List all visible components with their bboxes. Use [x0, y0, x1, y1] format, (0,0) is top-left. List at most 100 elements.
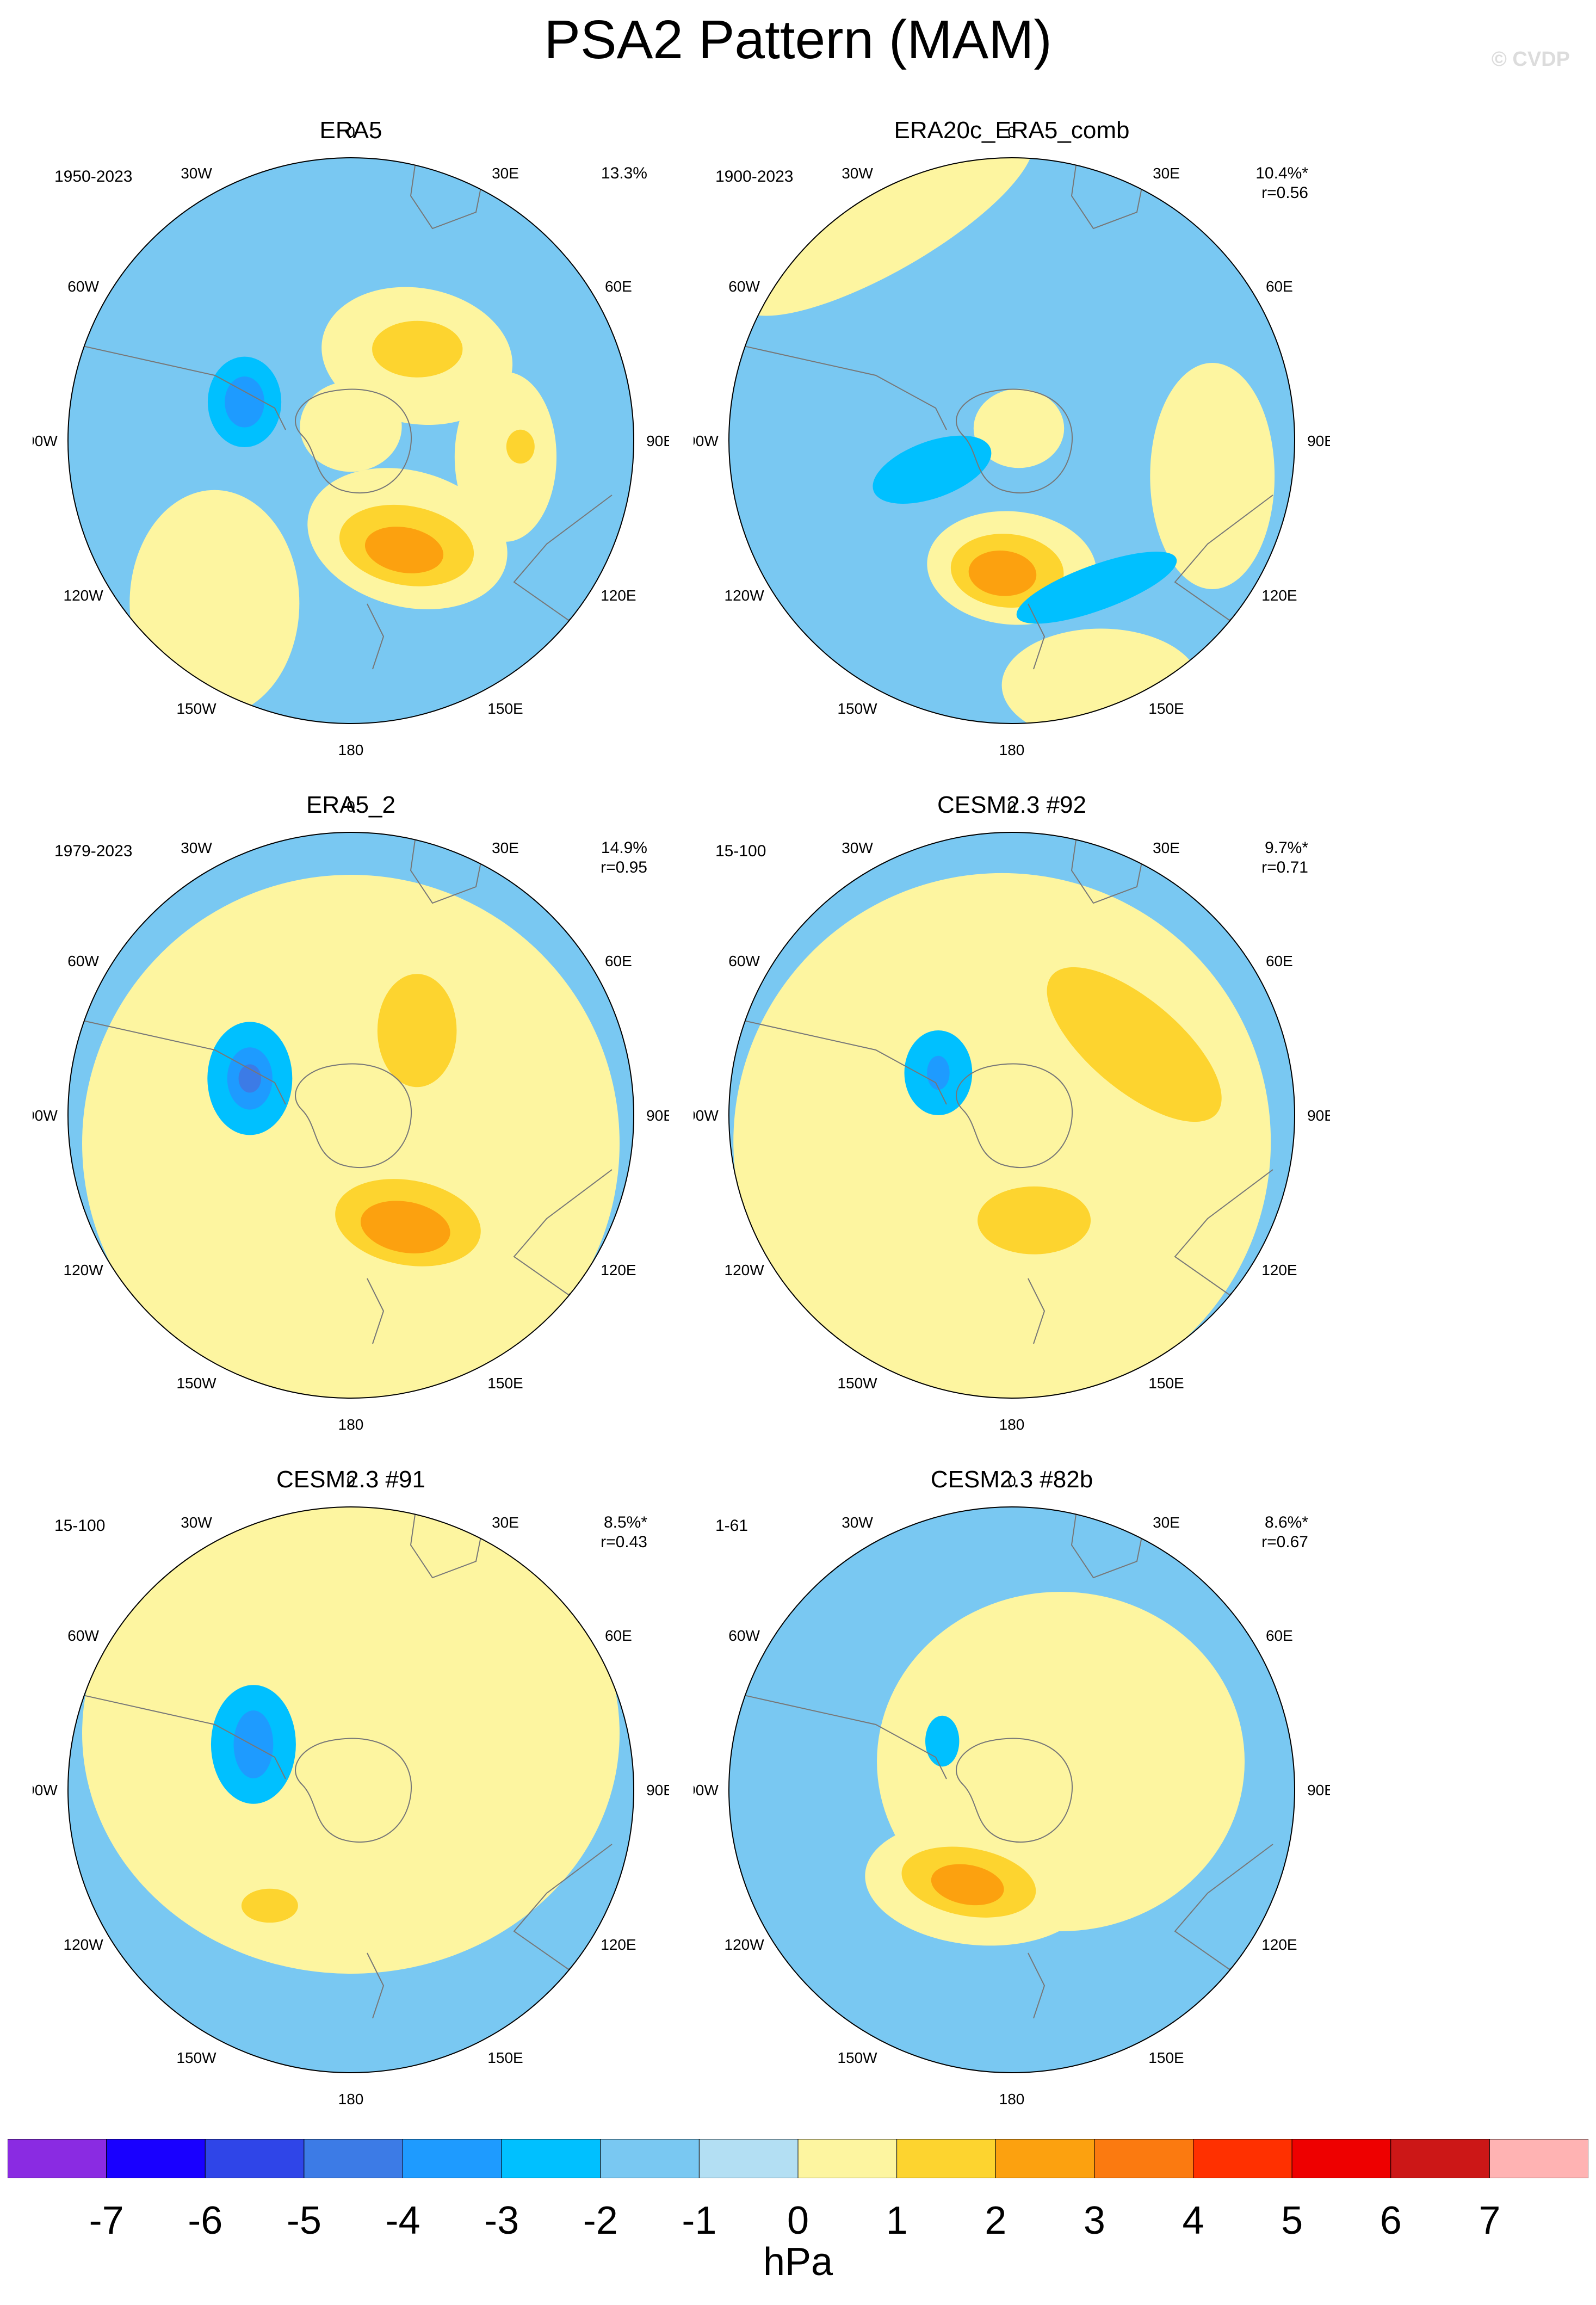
map-border [67, 1506, 634, 2073]
longitude-label: 60W [67, 953, 99, 969]
panel-variance-explained: 10.4%* [1255, 164, 1308, 182]
anomaly-contour [735, 158, 1034, 316]
longitude-label: 120W [64, 1262, 104, 1278]
panel-pattern-correlation: r=0.56 [1261, 184, 1308, 202]
anomaly-contour [129, 490, 300, 716]
polar-map: 0 30E 60E 90E 120E 150E 180 150W 120W 90W 60W 30W [694, 123, 1330, 758]
longitude-label: 90W [33, 1107, 58, 1124]
longitude-label: 180 [999, 741, 1025, 758]
africa-coastline [410, 1507, 487, 1579]
colorbar-swatch [1489, 2139, 1588, 2178]
longitude-label: 90E [1307, 432, 1330, 449]
anomaly-contour [300, 381, 402, 472]
panel-variance-explained: 13.3% [601, 164, 647, 182]
colorbar-swatch [106, 2139, 206, 2178]
anomaly-contour [82, 1507, 620, 1974]
colorbar-tick-label: 2 [985, 2199, 1007, 2242]
panel-variance-explained: 9.7%* [1264, 839, 1308, 857]
anomaly-contour [238, 1064, 262, 1093]
longitude-label: 150E [1148, 700, 1184, 717]
polar-map: 0 30E 60E 90E 120E 150E 180 150W 120W 90W 60W 30W [33, 798, 669, 1433]
watermark: © CVDP [1491, 48, 1570, 71]
longitude-label: 60E [1266, 1627, 1293, 1644]
longitude-label: 180 [338, 1416, 364, 1433]
longitude-label: 60E [1266, 953, 1293, 969]
colorbar-tick-label: -4 [385, 2199, 420, 2242]
anomaly-contour [372, 320, 463, 378]
colorbar-tick-label: 6 [1380, 2199, 1402, 2242]
polar-map: 0 30E 60E 90E 120E 150E 180 150W 120W 90W 60W 30W [694, 1473, 1330, 2108]
colorbar-tick-label: -2 [583, 2199, 618, 2242]
longitude-label: 150W [176, 700, 216, 717]
panel-title: ERA5 [319, 117, 382, 144]
longitude-label: 180 [338, 2091, 364, 2108]
new-zealand-coastline [1028, 603, 1046, 670]
longitude-label: 120W [64, 1936, 104, 1953]
longitude-label: 180 [338, 741, 364, 758]
anomaly-contour [225, 376, 264, 428]
anomaly-contour [360, 1201, 450, 1253]
longitude-label: 30E [492, 165, 519, 182]
longitude-label: 90W [694, 1107, 719, 1124]
colorbar-swatch [501, 2139, 601, 2178]
longitude-label: 90W [694, 1782, 719, 1799]
panel-variance-explained: 8.6%* [1264, 1513, 1308, 1531]
longitude-label: 90W [33, 1782, 58, 1799]
antarctica-coastline [295, 388, 412, 494]
colorbar-swatch [1291, 2139, 1391, 2178]
south-america-coastline [729, 1691, 947, 1779]
anomaly-contour [377, 974, 457, 1087]
colorbar-tick-label: 3 [1083, 2199, 1105, 2242]
anomaly-contour [1047, 967, 1222, 1122]
antarctica-coastline [956, 1738, 1073, 1843]
colorbar-tick-label: -7 [89, 2199, 124, 2242]
anomaly-contour [506, 429, 535, 464]
longitude-label: 30W [842, 1514, 873, 1531]
colorbar-tick-label: -5 [286, 2199, 321, 2242]
map-border [728, 157, 1295, 724]
longitude-label: 120E [1261, 587, 1297, 604]
antarctica-coastline [956, 1063, 1073, 1169]
panel-title: ERA5_2 [306, 792, 395, 818]
panel-pattern-correlation: r=0.67 [1261, 1533, 1308, 1551]
longitude-label: 120W [725, 587, 765, 604]
anomaly-contour [454, 372, 557, 542]
longitude-label: 30W [842, 839, 873, 856]
longitude-label: 120W [725, 1262, 765, 1278]
anomaly-contour [968, 551, 1037, 596]
anomaly-contour [978, 1186, 1091, 1255]
longitude-label: 60E [605, 1627, 632, 1644]
panel-period: 1950-2023 [54, 168, 133, 186]
colorbar-swatch [205, 2139, 305, 2178]
longitude-label: 150W [837, 2049, 877, 2066]
panel-pattern-correlation: r=0.71 [1261, 858, 1308, 876]
new-zealand-coastline [1028, 1278, 1046, 1344]
longitude-label: 180 [999, 2091, 1025, 2108]
new-zealand-coastline [367, 603, 385, 670]
panel-period: 1-61 [715, 1517, 748, 1535]
longitude-label: 30E [1153, 165, 1180, 182]
polar-map: 0 30E 60E 90E 120E 150E 180 150W 120W 90W 60W 30W [694, 798, 1330, 1433]
colorbar-tick-label: 5 [1281, 2199, 1303, 2242]
longitude-label: 0 [1007, 1473, 1016, 1490]
antarctica-coastline [956, 388, 1073, 494]
longitude-label: 150E [487, 700, 523, 717]
colorbar-tick-label: 4 [1182, 2199, 1204, 2242]
map-border [67, 832, 634, 1399]
longitude-label: 120E [1261, 1936, 1297, 1953]
longitude-label: 60E [1266, 278, 1293, 295]
colorbar-tick-label: -6 [188, 2199, 223, 2242]
anomaly-contour [973, 388, 1065, 468]
panel-variance-explained: 8.5%* [603, 1513, 647, 1531]
anomaly-contour [1016, 552, 1177, 624]
colorbar-swatch [1390, 2139, 1490, 2178]
anomaly-contour [733, 873, 1271, 1398]
colorbar-tick-label: -1 [682, 2199, 717, 2242]
anomaly-contour [873, 435, 992, 504]
panel-pattern-correlation: r=0.43 [601, 1533, 647, 1551]
africa-coastline [1071, 832, 1148, 904]
longitude-label: 150E [1148, 1375, 1184, 1392]
longitude-label: 30W [181, 1514, 212, 1531]
longitude-label: 90E [646, 1107, 669, 1124]
colorbar-units: hPa [763, 2240, 833, 2284]
